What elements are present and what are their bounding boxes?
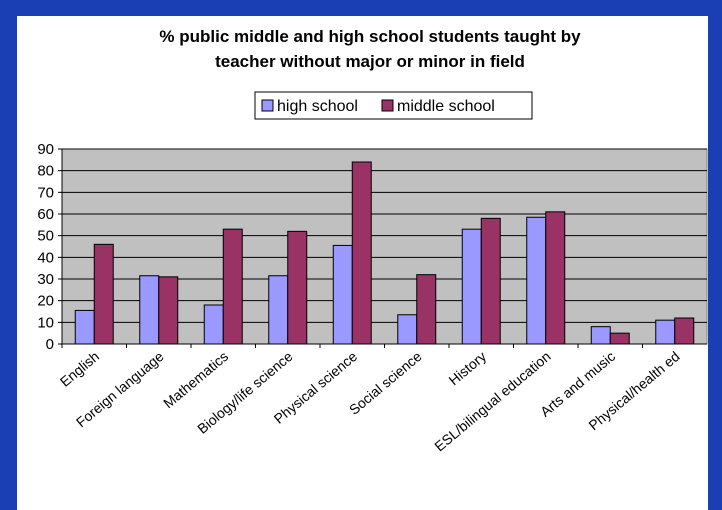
y-tick-label: 0	[46, 336, 54, 353]
bar-middle-school	[609, 332, 630, 345]
bar-high-school	[526, 216, 547, 345]
bar-middle-school	[158, 276, 179, 345]
bar-high-school	[655, 319, 676, 345]
chart-title-line-2: teacher without major or minor in field	[215, 52, 525, 71]
y-tick-label: 30	[37, 271, 54, 288]
bar-high-school	[397, 314, 418, 345]
bar-high-school	[268, 275, 289, 345]
bar-middle-school	[480, 217, 501, 345]
y-tick-label: 70	[37, 184, 54, 201]
y-tick-label: 60	[37, 206, 54, 223]
y-tick-label: 80	[37, 163, 54, 180]
legend-swatch-middle-school	[381, 99, 394, 112]
bar-chart: % public middle and high school students…	[37, 27, 708, 454]
bar-high-school	[139, 275, 160, 345]
bar-high-school	[461, 228, 482, 345]
y-tick-label: 20	[37, 293, 54, 310]
bar-middle-school	[222, 228, 243, 345]
bar-middle-school	[93, 243, 114, 345]
x-category-label: English	[57, 348, 102, 390]
bar-middle-school	[545, 211, 566, 345]
legend-label-high-school: high school	[277, 98, 358, 115]
bar-high-school	[590, 326, 611, 345]
bar-high-school	[332, 244, 353, 345]
x-category-label: ESL/bilingual education	[431, 348, 553, 454]
legend: high school middle school	[254, 91, 533, 120]
legend-label-middle-school: middle school	[397, 98, 495, 115]
x-category-label: History	[446, 348, 490, 388]
y-tick-label: 40	[37, 249, 54, 266]
bar-high-school	[203, 304, 224, 345]
bar-middle-school	[674, 317, 695, 345]
bar-middle-school	[351, 161, 372, 345]
y-tick-label: 10	[37, 314, 54, 331]
legend-swatch-high-school	[261, 99, 274, 112]
bar-middle-school	[416, 274, 437, 345]
chart-panel: % public middle and high school students…	[17, 16, 708, 510]
chart-title-line-1: % public middle and high school students…	[159, 27, 581, 46]
y-tick-label: 90	[37, 141, 54, 158]
bars	[74, 161, 695, 345]
bar-middle-school	[287, 230, 308, 345]
y-tick-label: 50	[37, 228, 54, 245]
bar-high-school	[74, 309, 95, 345]
y-axis-ticks: 0 10 20 30 40 50 60 70 80 90	[37, 141, 62, 353]
